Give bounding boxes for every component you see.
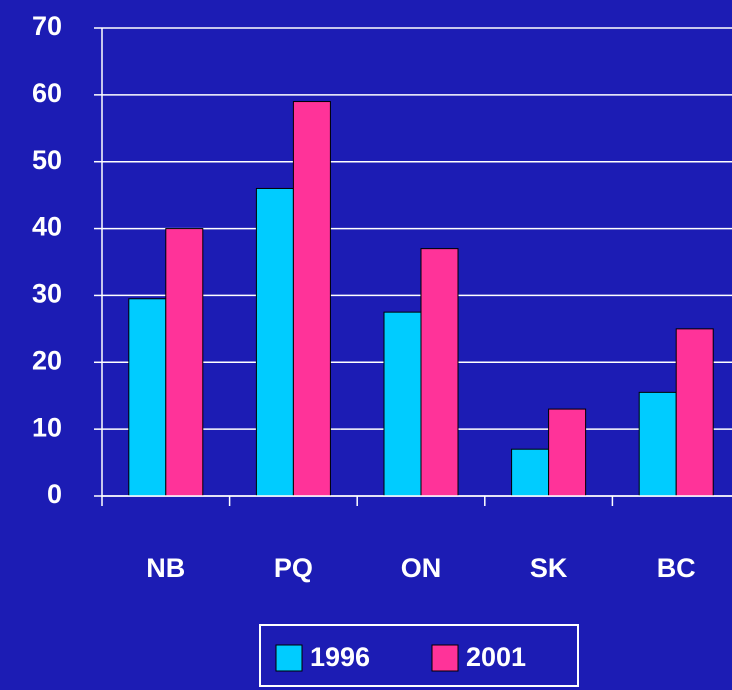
bar — [511, 448, 550, 497]
bar — [165, 228, 204, 497]
bar — [420, 248, 459, 497]
bar — [548, 408, 587, 497]
y-tick-label: 10 — [32, 412, 62, 442]
x-tick-label: SK — [530, 553, 568, 583]
y-tick-label: 70 — [32, 11, 62, 41]
y-tick-label: 50 — [32, 145, 62, 175]
bar — [255, 187, 294, 497]
legend-box — [259, 624, 579, 687]
legend-label: 1996 — [310, 642, 370, 672]
x-tick-label: NB — [146, 553, 185, 583]
y-tick-label: 30 — [32, 279, 62, 309]
bar — [292, 101, 331, 497]
y-tick-label: 0 — [47, 479, 62, 509]
y-tick-label: 40 — [32, 212, 62, 242]
legend-label: 2001 — [466, 642, 526, 672]
bar — [128, 298, 167, 497]
bar — [638, 391, 677, 497]
x-tick-label: ON — [401, 553, 442, 583]
x-tick-label: BC — [657, 553, 696, 583]
y-tick-label: 20 — [32, 345, 62, 375]
x-tick-label: PQ — [274, 553, 313, 583]
y-tick-label: 60 — [32, 78, 62, 108]
bar — [383, 311, 422, 497]
legend-swatch — [431, 644, 459, 672]
bar — [675, 328, 714, 497]
legend-swatch — [275, 644, 303, 672]
